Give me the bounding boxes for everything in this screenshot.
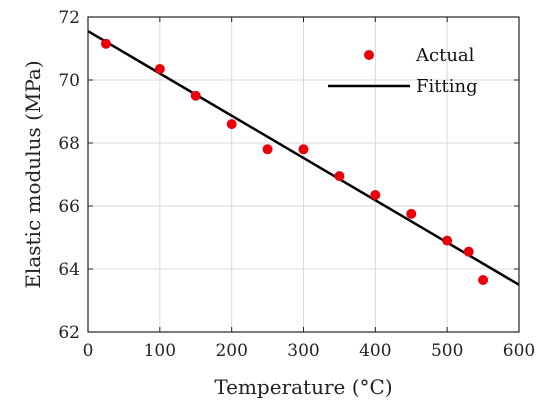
legend-actual-marker: [364, 50, 374, 60]
x-axis-title: Temperature (°C): [214, 375, 392, 399]
y-axis-title: Elastic modulus (MPa): [21, 60, 45, 288]
data-point: [298, 144, 309, 155]
y-tick-label: 70: [58, 71, 80, 91]
data-point: [442, 235, 453, 246]
x-tick-label: 400: [359, 341, 391, 361]
y-tick-label: 62: [58, 323, 80, 343]
x-axis-ticks: 0 100 200 300 400 500 600: [83, 17, 535, 361]
data-point: [100, 38, 111, 49]
data-points: [100, 38, 489, 286]
x-tick-label: 600: [503, 341, 535, 361]
legend: Actual Fitting: [328, 45, 478, 97]
data-point: [370, 189, 381, 200]
y-tick-label: 64: [58, 260, 80, 280]
data-point: [463, 246, 474, 257]
x-tick-label: 100: [144, 341, 176, 361]
y-tick-label: 72: [58, 8, 80, 28]
data-point: [478, 275, 489, 286]
data-point: [406, 208, 417, 219]
legend-fitting-label: Fitting: [416, 76, 478, 97]
legend-actual-label: Actual: [415, 45, 475, 66]
y-tick-label: 68: [58, 134, 80, 154]
data-point: [190, 90, 201, 101]
x-tick-label: 0: [83, 341, 94, 361]
data-point: [226, 119, 237, 130]
x-tick-label: 300: [287, 341, 319, 361]
data-point: [154, 63, 165, 74]
data-point: [334, 171, 345, 182]
x-tick-label: 500: [431, 341, 463, 361]
x-tick-label: 200: [215, 341, 247, 361]
y-axis-ticks: 62 64 66 68 70 72: [58, 8, 519, 343]
data-point: [262, 144, 273, 155]
y-tick-label: 66: [58, 197, 80, 217]
